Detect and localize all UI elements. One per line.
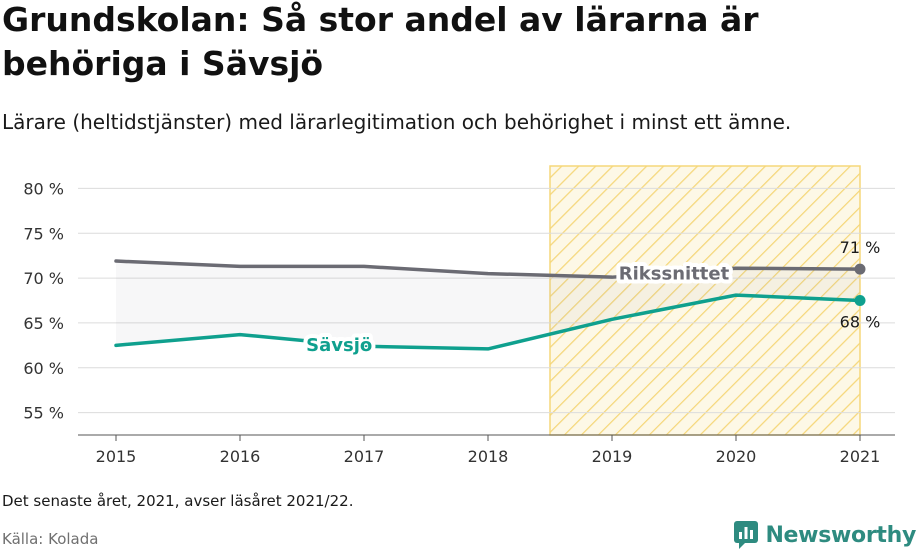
series-line-1	[114, 293, 862, 351]
series-name-halo-1: Sävsjö	[306, 335, 372, 356]
source-label: Källa: Kolada	[2, 530, 99, 548]
series-name-1: Sävsjö	[306, 335, 372, 356]
series-name-halo-0: Rikssnittet	[619, 264, 730, 285]
end-label-0: 71 %	[840, 238, 881, 257]
gap-band	[116, 261, 860, 349]
x-tick-label: 2019	[592, 447, 633, 466]
end-point-1	[854, 295, 866, 306]
series-name-0: Rikssnittet	[619, 264, 730, 285]
y-tick-label: 60 %	[23, 359, 64, 378]
brand-name: Newsworthy	[765, 522, 916, 548]
x-tick-label: 2017	[344, 447, 385, 466]
x-tick-label: 2015	[96, 447, 137, 466]
line-chart: 55 % 60 % 65 % 70 % 75 % 80 % 2015 2016 2017 2018…	[23, 165, 895, 466]
x-tick-label: 2016	[220, 447, 261, 466]
y-tick-label: 80 %	[23, 179, 64, 198]
x-tick-label: 2020	[716, 447, 757, 466]
chart-title: Grundskolan: Så stor andel av lärarna är…	[2, 0, 759, 83]
newsworthy-logo-icon	[734, 521, 759, 549]
brand-logo: Newsworthy	[733, 520, 916, 550]
y-tick-label: 55 %	[23, 404, 64, 423]
end-point-0	[854, 263, 866, 275]
x-tick-label: 2018	[468, 447, 509, 466]
y-tick-label: 65 %	[23, 314, 64, 333]
footnote: Det senaste året, 2021, avser läsåret 20…	[2, 492, 354, 510]
y-tick-label: 75 %	[23, 224, 64, 243]
chart-subtitle: Lärare (heltidstjänster) med lärarlegiti…	[2, 110, 792, 134]
x-tick-label: 2021	[840, 447, 881, 466]
y-tick-label: 70 %	[23, 269, 64, 288]
end-label-1: 68 %	[840, 313, 881, 332]
series-line-0	[114, 259, 862, 279]
